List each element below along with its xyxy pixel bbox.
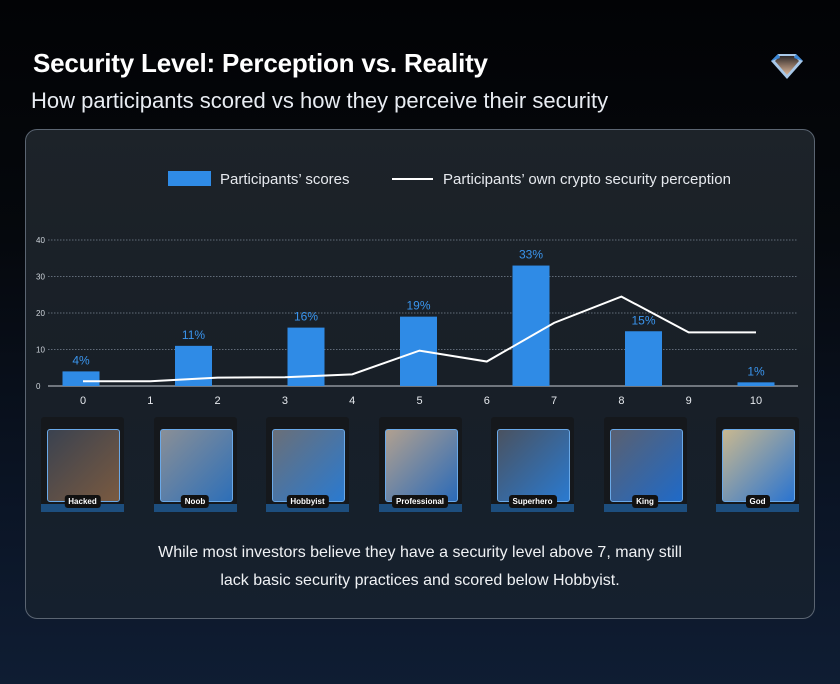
bar-value-label: 19% bbox=[406, 299, 430, 313]
avatar-label: God bbox=[745, 495, 770, 508]
caption-line-2: lack basic security practices and scored… bbox=[220, 572, 620, 589]
diamond-logo-icon bbox=[771, 54, 803, 79]
legend-line-swatch bbox=[392, 178, 433, 180]
bar-god bbox=[737, 382, 775, 386]
y-tick-label: 10 bbox=[36, 346, 45, 355]
caption: While most investors believe they have a… bbox=[25, 539, 815, 595]
avatar-image bbox=[159, 429, 233, 502]
legend-line-label: Participants’ own crypto security percep… bbox=[443, 171, 731, 188]
page-subtitle: How participants scored vs how they perc… bbox=[31, 88, 609, 113]
bar-value-label: 33% bbox=[519, 248, 543, 262]
bar-value-label: 4% bbox=[72, 353, 90, 367]
legend-bars-label: Participants’ scores bbox=[220, 171, 350, 188]
bar-value-label: 1% bbox=[747, 364, 765, 378]
card-base bbox=[716, 504, 799, 512]
y-tick-label: 20 bbox=[36, 309, 45, 318]
y-tick-label: 0 bbox=[36, 382, 41, 391]
bar-value-label: 16% bbox=[294, 310, 318, 324]
card-base bbox=[378, 504, 462, 512]
x-tick-label: 9 bbox=[686, 395, 692, 407]
x-tick-label: 5 bbox=[416, 395, 422, 407]
avatar-label: Noob bbox=[180, 495, 210, 508]
x-tick-label: 3 bbox=[282, 395, 288, 407]
avatar-image bbox=[47, 429, 120, 502]
avatar-card-superhero: Superhero bbox=[491, 417, 574, 512]
avatar-card-noob: Noob bbox=[153, 417, 237, 512]
avatar-image bbox=[497, 429, 570, 502]
avatar-label: King bbox=[632, 495, 658, 508]
avatar-image bbox=[272, 429, 345, 502]
y-tick-label: 40 bbox=[36, 236, 45, 245]
x-tick-label: 1 bbox=[147, 395, 153, 407]
x-tick-label: 6 bbox=[484, 395, 490, 407]
bar-value-label: 11% bbox=[182, 328, 205, 342]
x-tick-label: 4 bbox=[349, 395, 355, 407]
avatar-image bbox=[609, 429, 683, 502]
bar-value-label: 15% bbox=[631, 313, 655, 327]
page-title: Security Level: Perception vs. Reality bbox=[33, 48, 488, 78]
avatar-card-hacked: Hacked bbox=[41, 417, 124, 512]
x-tick-label: 2 bbox=[215, 395, 221, 407]
card-base bbox=[41, 504, 124, 512]
avatar-label: Superhero bbox=[508, 495, 557, 508]
avatar-label: Hobbyist bbox=[286, 495, 329, 508]
caption-line-1: While most investors believe they have a… bbox=[158, 544, 682, 561]
avatar-card-hobbyist: Hobbyist bbox=[266, 417, 349, 512]
bar-king bbox=[625, 331, 662, 386]
avatar-image bbox=[722, 429, 795, 502]
avatar-card-king: King bbox=[603, 417, 687, 512]
card-base bbox=[603, 504, 687, 512]
y-tick-label: 30 bbox=[36, 273, 45, 282]
x-tick-label: 8 bbox=[618, 395, 624, 407]
x-tick-label: 7 bbox=[551, 395, 557, 407]
avatar-image bbox=[384, 429, 458, 502]
x-tick-label: 10 bbox=[750, 395, 762, 407]
card-base bbox=[266, 504, 349, 512]
card-base bbox=[491, 504, 574, 512]
bar-superhero bbox=[512, 265, 550, 386]
avatar-label: Professional bbox=[391, 495, 449, 508]
card-base bbox=[153, 504, 237, 512]
x-tick-label: 0 bbox=[80, 395, 86, 407]
bar-hacked bbox=[62, 371, 100, 386]
legend-bar-swatch bbox=[168, 171, 211, 186]
avatar-card-god: God bbox=[716, 417, 799, 512]
avatar-label: Hacked bbox=[64, 495, 101, 508]
avatar-card-professional: Professional bbox=[378, 417, 462, 512]
